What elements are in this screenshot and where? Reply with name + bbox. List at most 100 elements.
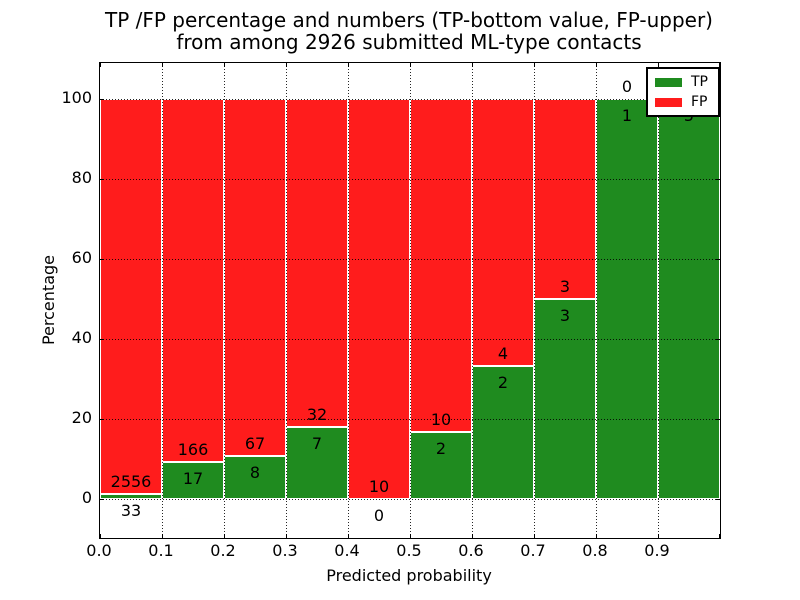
v-gridline xyxy=(286,63,287,538)
x-tick-label: 0.5 xyxy=(396,541,422,560)
fp-bar-segment xyxy=(100,99,162,494)
tp-bar-segment xyxy=(286,427,348,499)
y-tick xyxy=(716,339,720,340)
y-tick-label: 100 xyxy=(61,88,92,107)
tp-bar-segment xyxy=(658,99,720,499)
v-gridline xyxy=(596,63,597,538)
tp-count-label: 2 xyxy=(497,372,509,392)
fp-bar-segment xyxy=(348,99,410,499)
x-tick xyxy=(596,534,597,538)
x-tick xyxy=(719,63,720,67)
v-gridline xyxy=(348,63,349,538)
y-tick-label: 0 xyxy=(81,488,92,507)
y-tick xyxy=(716,419,720,420)
x-tick xyxy=(534,534,535,538)
chart-title-line-2: from among 2926 submitted ML-type contac… xyxy=(176,30,642,54)
x-tick xyxy=(286,534,287,538)
tp-count-label: 2 xyxy=(435,439,447,459)
v-gridline xyxy=(162,63,163,538)
tp-count-label: 0 xyxy=(373,506,385,525)
fp-count-label: 3 xyxy=(559,277,571,296)
x-tick xyxy=(100,534,101,538)
x-tick xyxy=(162,63,163,67)
fp-count-label: 2556 xyxy=(110,471,152,491)
fp-count-label: 32 xyxy=(306,405,328,425)
fp-count-label: 166 xyxy=(177,439,209,459)
x-tick-label: 0.4 xyxy=(334,541,360,560)
plot-area: 2556331661767832710010242330105 TP FP xyxy=(99,62,721,539)
tp-count-label: 8 xyxy=(249,463,261,483)
x-tick xyxy=(286,63,287,67)
y-tick-label: 60 xyxy=(71,248,92,267)
y-tick xyxy=(716,179,720,180)
fp-bar-segment xyxy=(472,99,534,366)
tp-count-label: 17 xyxy=(182,468,204,488)
fp-count-label: 67 xyxy=(244,434,266,454)
fp-count-label: 0 xyxy=(621,77,633,96)
x-tick-label: 0.2 xyxy=(210,541,236,560)
x-tick xyxy=(162,534,163,538)
x-tick xyxy=(224,63,225,67)
x-tick-label: 0.1 xyxy=(148,541,174,560)
x-tick xyxy=(719,534,720,538)
legend-entry-fp: FP xyxy=(655,93,708,111)
x-tick xyxy=(658,63,659,67)
y-tick xyxy=(100,419,104,420)
x-tick xyxy=(658,534,659,538)
chart-title: TP /FP percentage and numbers (TP-bottom… xyxy=(99,9,719,53)
x-tick-label: 0.7 xyxy=(520,541,546,560)
chart-title-line-1: TP /FP percentage and numbers (TP-bottom… xyxy=(105,8,713,32)
tp-bar-segment xyxy=(410,432,472,499)
y-tick xyxy=(100,339,104,340)
tp-bar-segment xyxy=(224,456,286,499)
x-tick-label: 0.3 xyxy=(272,541,298,560)
v-gridline xyxy=(410,63,411,538)
x-tick xyxy=(348,63,349,67)
y-tick-label: 20 xyxy=(71,408,92,427)
x-tick-label: 0.9 xyxy=(644,541,670,560)
tp-count-label: 33 xyxy=(120,500,142,520)
y-tick xyxy=(716,259,720,260)
fp-count-label: 10 xyxy=(430,410,452,430)
fp-bar-segment xyxy=(534,99,596,299)
fp-bar-segment xyxy=(224,99,286,457)
v-gridline xyxy=(224,63,225,538)
x-tick xyxy=(472,63,473,67)
y-tick-label: 40 xyxy=(71,328,92,347)
fp-bar-segment xyxy=(286,99,348,428)
x-tick xyxy=(410,534,411,538)
v-gridline xyxy=(472,63,473,538)
tp-count-label: 1 xyxy=(621,106,633,125)
legend-label-tp: TP xyxy=(691,74,708,90)
y-tick xyxy=(100,499,104,500)
fp-bar-segment xyxy=(162,99,224,462)
tp-count-label: 7 xyxy=(311,434,323,454)
x-tick-label: 0.0 xyxy=(86,541,112,560)
x-tick xyxy=(472,534,473,538)
y-tick xyxy=(100,259,104,260)
y-tick xyxy=(100,99,104,100)
x-tick xyxy=(100,63,101,67)
legend-swatch-fp-icon xyxy=(655,97,682,107)
tp-bar-segment xyxy=(472,365,534,499)
x-tick xyxy=(410,63,411,67)
x-axis-label: Predicted probability xyxy=(326,566,492,585)
tp-bar-segment xyxy=(596,99,658,499)
x-tick-label: 0.6 xyxy=(458,541,484,560)
x-tick xyxy=(534,63,535,67)
y-tick xyxy=(100,179,104,180)
legend-entry-tp: TP xyxy=(655,73,708,91)
legend-label-fp: FP xyxy=(691,94,708,110)
fp-count-label: 4 xyxy=(497,343,509,363)
x-tick xyxy=(224,534,225,538)
fp-count-label: 10 xyxy=(368,477,390,496)
legend-swatch-tp-icon xyxy=(655,77,682,87)
tp-bar-segment xyxy=(100,493,162,499)
x-tick xyxy=(348,534,349,538)
x-tick xyxy=(596,63,597,67)
legend: TP FP xyxy=(646,67,720,117)
v-gridline xyxy=(658,63,659,538)
y-tick xyxy=(716,499,720,500)
tp-count-label: 3 xyxy=(559,306,571,325)
x-tick-label: 0.8 xyxy=(582,541,608,560)
